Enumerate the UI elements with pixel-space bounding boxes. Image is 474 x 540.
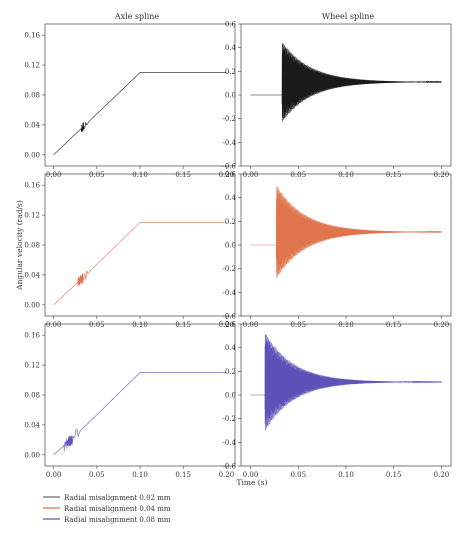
series-line-axle-0.04mm [53,222,227,306]
x-axis-label: Time (s) [236,478,267,487]
y-tick-label: -0.4 [223,139,237,147]
series-line-axle-0.02mm [53,72,227,156]
y-tick-label: 0.4 [225,44,237,52]
y-tick-label: -0.6 [223,163,237,171]
y-tick-label: 0.2 [225,68,236,76]
x-tick-label: 0.20 [434,471,450,479]
plot-frame [44,323,236,467]
y-tick-label: 0.2 [225,218,236,226]
x-tick-label: 0.10 [338,171,354,179]
x-tick-label: 0.10 [132,321,148,329]
y-tick-label: 0.4 [225,344,237,352]
x-tick-label: 0.20 [434,321,450,329]
series-line-wheel-0.04mm [250,186,442,279]
y-tick-label: 0.16 [24,32,40,40]
y-tick-label: -0.6 [223,463,237,471]
x-tick-label: 0.20 [434,171,450,179]
y-tick-label: -0.2 [223,415,237,423]
y-tick-label: 0.16 [24,332,40,340]
legend-item-0.02mm: Radial misalignment 0.02 mm [43,494,171,502]
x-tick-label: 0.00 [243,471,259,479]
legend-label-0.08mm: Radial misalignment 0.08 mm [64,516,171,524]
y-tick-label: -0.2 [223,265,237,273]
y-tick-label: 0.00 [24,301,40,309]
x-tick-label: 0.20 [219,171,235,179]
x-tick-label: 0.15 [386,321,402,329]
y-tick-label: 0.0 [225,392,236,400]
y-tick-label: 0.4 [225,194,237,202]
y-tick-label: 0.2 [225,368,236,376]
y-tick-label: 0.12 [24,212,40,220]
x-tick-label: 0.05 [89,321,105,329]
y-tick-label: 0.6 [225,321,237,329]
plot-frame [44,23,236,167]
x-tick-label: 0.20 [219,471,235,479]
legend-item-0.08mm: Radial misalignment 0.08 mm [43,516,171,524]
y-tick-label: 0.08 [24,392,40,400]
x-tick-label: 0.20 [219,321,235,329]
x-tick-label: 0.10 [132,471,148,479]
y-tick-label: 0.6 [225,171,237,179]
x-tick-label: 0.15 [175,471,191,479]
x-tick-label: 0.00 [243,171,259,179]
x-tick-label: 0.05 [290,321,306,329]
x-tick-label: 0.05 [290,171,306,179]
series-line-wheel-0.02mm [250,43,442,122]
panel-wheel-0.04mm: 0.00 0.05 0.10 0.15 0.20 -0.6 -0.4 -0.2 0.0 0.2 0.… [223,171,452,329]
y-tick-label: 0.0 [225,242,236,250]
y-tick-label: -0.6 [223,313,237,321]
series-line-wheel-0.08mm [250,334,442,431]
panel-wheel-0.08mm: 0.00 0.05 0.10 0.15 0.20 -0.6 -0.4 -0.2 0.0 0.2 0.… [223,321,452,479]
x-tick-label: 0.15 [175,171,191,179]
x-tick-label: 0.10 [132,171,148,179]
y-tick-label: 0.12 [24,362,40,370]
y-tick-label: -0.4 [223,289,237,297]
panels: 0.00 0.05 0.10 0.15 0.20 0.00 0.04 0.08 0.12 0.16… [24,21,452,479]
x-tick-label: 0.05 [89,171,105,179]
x-tick-label: 0.00 [46,171,62,179]
y-tick-label: -0.4 [223,439,237,447]
y-tick-label: 0.08 [24,242,40,250]
x-tick-label: 0.15 [175,321,191,329]
legend-label-0.04mm: Radial misalignment 0.04 mm [64,505,171,513]
x-tick-label: 0.10 [338,471,354,479]
y-tick-label: 0.00 [24,151,40,159]
column-title-wheel: Wheel spline [322,12,374,21]
x-tick-label: 0.00 [46,471,62,479]
x-tick-label: 0.00 [243,321,259,329]
x-tick-label: 0.05 [290,471,306,479]
y-tick-label: 0.04 [24,121,40,129]
legend-item-0.04mm: Radial misalignment 0.04 mm [43,505,171,513]
panel-axle-0.02mm: 0.00 0.05 0.10 0.15 0.20 0.00 0.04 0.08 0.12 0.16 [24,23,236,179]
x-tick-label: 0.15 [386,171,402,179]
panel-axle-0.08mm: 0.00 0.05 0.10 0.15 0.20 0.00 0.04 0.08 0.12 0.16 [24,323,236,479]
x-tick-label: 0.00 [46,321,62,329]
panel-axle-0.04mm: 0.00 0.05 0.10 0.15 0.20 0.00 0.04 0.08 0.12 0.16 [24,173,236,329]
plot-frame [44,173,236,317]
y-tick-label: 0.0 [225,92,236,100]
y-tick-label: 0.04 [24,271,40,279]
y-tick-label: 0.6 [225,21,237,29]
legend-label-0.02mm: Radial misalignment 0.02 mm [64,494,171,502]
x-tick-label: 0.05 [89,471,105,479]
y-tick-label: 0.08 [24,92,40,100]
y-tick-label: 0.00 [24,451,40,459]
legend: Radial misalignment 0.02 mm Radial misal… [43,494,171,524]
y-tick-label: -0.2 [223,115,237,123]
y-tick-label: 0.04 [24,421,40,429]
x-tick-label: 0.10 [338,321,354,329]
series-line-axle-0.08mm [53,372,227,456]
y-tick-label: 0.16 [24,182,40,190]
y-axis-label: Angular velocity (rad/s) [15,200,24,291]
panel-wheel-0.02mm: 0.00 0.05 0.10 0.15 0.20 -0.6 -0.4 -0.2 0.0 0.2 0.… [223,21,452,179]
column-title-axle: Axle spline [114,12,160,21]
y-tick-label: 0.12 [24,62,40,70]
x-tick-label: 0.15 [386,471,402,479]
